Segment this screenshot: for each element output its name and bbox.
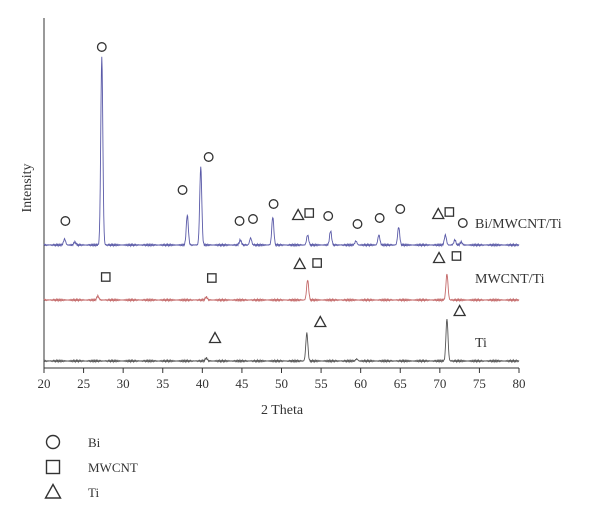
mwcnt-peak-marker bbox=[206, 273, 217, 283]
legend-triangle-icon bbox=[44, 483, 62, 499]
bi-peak-marker bbox=[457, 218, 468, 228]
legend-circle-icon bbox=[45, 434, 61, 450]
bi-peak-marker bbox=[268, 199, 279, 209]
x-tick-label: 75 bbox=[473, 376, 486, 391]
bi-peak-marker bbox=[177, 185, 188, 195]
x-axis-label: 2 Theta bbox=[261, 403, 304, 418]
bi-peak-marker bbox=[248, 214, 258, 224]
ti-peak-marker bbox=[208, 331, 222, 344]
series-label: MWCNT/Ti bbox=[475, 272, 545, 287]
bi-peak-marker bbox=[96, 42, 107, 52]
y-axis-label: Intensity bbox=[20, 164, 35, 213]
ti-peak-marker bbox=[453, 304, 467, 317]
bi-peak-marker bbox=[60, 216, 71, 226]
series-ti-line bbox=[43, 318, 520, 364]
x-tick-label: 30 bbox=[117, 376, 130, 391]
legend-label: MWCNT bbox=[88, 460, 138, 475]
ti-peak-marker bbox=[293, 257, 307, 270]
x-tick-label: 70 bbox=[433, 376, 446, 391]
ti-peak-marker bbox=[291, 208, 305, 221]
legend-item-mwcnt: MWCNT bbox=[45, 459, 138, 475]
bi-peak-marker bbox=[203, 152, 214, 162]
ti-peak-marker bbox=[432, 251, 446, 264]
series-bi-mwcnt-ti-line bbox=[43, 56, 520, 248]
x-tick-label: 65 bbox=[394, 376, 407, 391]
x-tick-label: 80 bbox=[513, 376, 526, 391]
legend-item-ti: Ti bbox=[44, 483, 99, 500]
mwcnt-peak-marker bbox=[444, 207, 455, 217]
mwcnt-peak-marker bbox=[451, 251, 462, 261]
x-tick-label: 20 bbox=[38, 376, 51, 391]
x-tick-label: 40 bbox=[196, 376, 209, 391]
marker-layer bbox=[60, 42, 468, 344]
bi-peak-marker bbox=[374, 213, 385, 223]
ti-peak-marker bbox=[431, 207, 445, 220]
x-tick-label: 50 bbox=[275, 376, 288, 391]
series-mwcnt-ti-line bbox=[43, 273, 520, 303]
series-label: Bi/MWCNT/Ti bbox=[475, 217, 562, 232]
bi-peak-marker bbox=[234, 216, 245, 226]
bi-peak-marker bbox=[352, 219, 363, 229]
series-label: Ti bbox=[475, 336, 487, 351]
series-layer bbox=[43, 56, 520, 364]
bi-peak-marker bbox=[395, 204, 406, 214]
x-tick-label: 60 bbox=[354, 376, 367, 391]
mwcnt-peak-marker bbox=[304, 208, 315, 218]
bi-peak-marker bbox=[323, 211, 334, 221]
legend: Bi MWCNT Ti bbox=[44, 434, 138, 500]
legend-square-icon bbox=[45, 459, 61, 475]
x-tick-label: 35 bbox=[156, 376, 169, 391]
label-layer: Bi/MWCNT/Ti MWCNT/Ti Ti bbox=[475, 217, 562, 351]
legend-label: Ti bbox=[88, 485, 99, 500]
ti-peak-marker bbox=[313, 315, 327, 328]
legend-item-bi: Bi bbox=[45, 434, 101, 450]
mwcnt-peak-marker bbox=[312, 258, 322, 268]
x-tick-label: 55 bbox=[315, 376, 328, 391]
legend-label: Bi bbox=[88, 435, 101, 450]
x-tick-label: 45 bbox=[235, 376, 248, 391]
axes: 20 25 30 35 40 45 50 55 60 65 70 75 80 bbox=[38, 18, 526, 391]
mwcnt-peak-marker bbox=[100, 272, 111, 282]
x-tick-label: 25 bbox=[77, 376, 90, 391]
